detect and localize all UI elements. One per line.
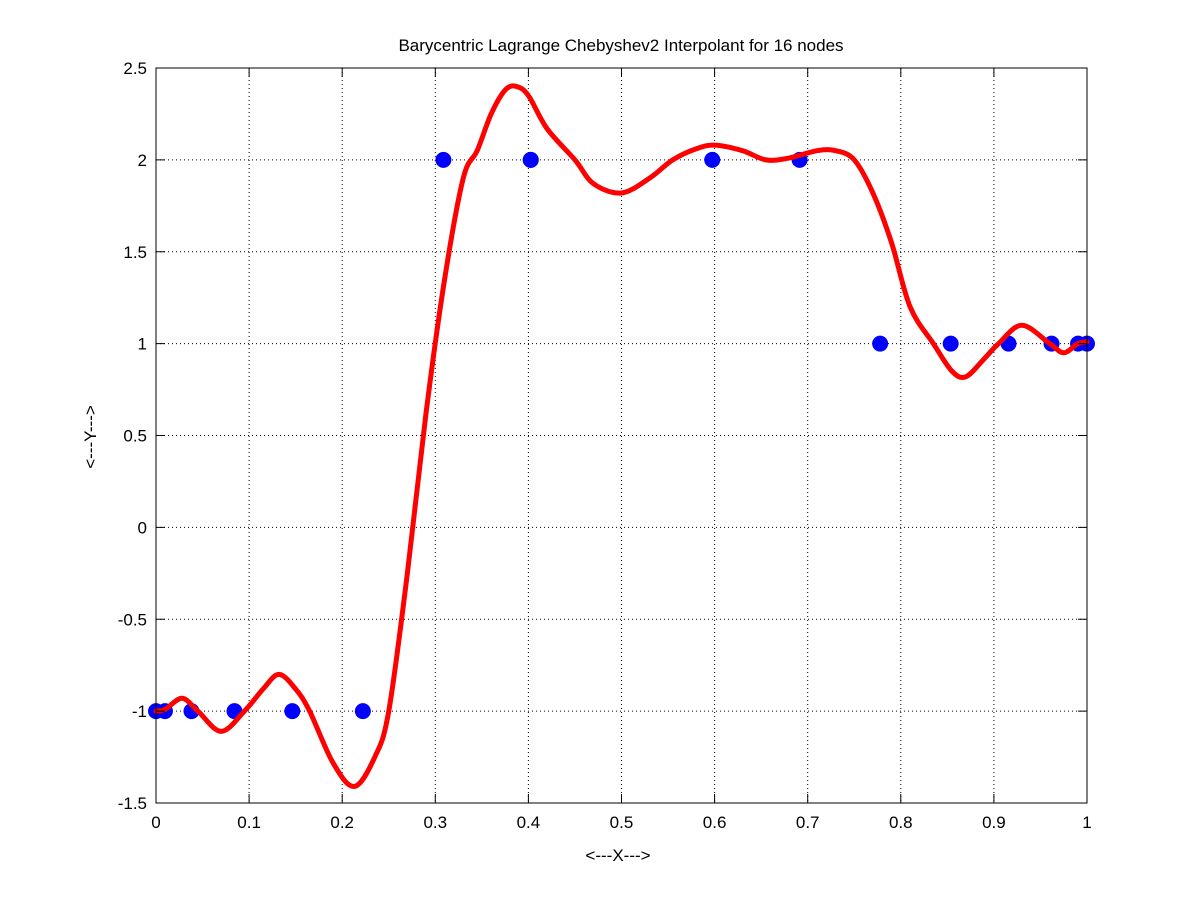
x-tick-label: 0.2	[330, 813, 354, 832]
y-tick-label: 0.5	[123, 427, 147, 446]
node-marker	[704, 151, 721, 168]
x-tick-label: 0.8	[889, 813, 913, 832]
node-marker	[284, 703, 301, 720]
y-axis-label: <---Y--->	[81, 405, 100, 469]
node-marker	[522, 151, 539, 168]
node-marker	[872, 335, 889, 352]
node-marker	[942, 335, 959, 352]
y-tick-label: -1	[132, 702, 147, 721]
x-tick-label: 0	[151, 813, 160, 832]
x-tick-label: 0.7	[796, 813, 820, 832]
axis-ticks	[155, 67, 1088, 804]
x-tick-label: 0.9	[982, 813, 1006, 832]
grid-lines	[156, 68, 1087, 803]
x-tick-label: 0.1	[237, 813, 261, 832]
x-axis-label: <---X--->	[585, 846, 650, 865]
x-tick-label: 0.3	[423, 813, 447, 832]
interpolant-curve	[153, 83, 1090, 789]
x-tick-label: 0.6	[703, 813, 727, 832]
y-tick-label: 1	[138, 335, 147, 354]
x-tick-label: 0.5	[610, 813, 634, 832]
y-tick-label: 2.5	[123, 59, 147, 78]
y-tick-label: -1.5	[118, 794, 147, 813]
y-tick-label: -0.5	[118, 610, 147, 629]
node-marker	[435, 151, 452, 168]
y-tick-label: 1.5	[123, 243, 147, 262]
x-tick-label: 0.4	[517, 813, 541, 832]
interpolant-line	[153, 83, 1090, 789]
y-tick-labels: -1.5 -1 -0.5 0 0.5 1 1.5 2 2.5	[118, 59, 147, 813]
y-tick-label: 2	[138, 151, 147, 170]
x-tick-labels: 0 0.1 0.2 0.3 0.4 0.5 0.6 0.7 0.8 0.9 1	[151, 813, 1091, 832]
node-marker	[354, 703, 371, 720]
chart-title: Barycentric Lagrange Chebyshev2 Interpol…	[398, 36, 843, 55]
y-tick-label: 0	[138, 518, 147, 537]
x-tick-label: 1	[1082, 813, 1091, 832]
